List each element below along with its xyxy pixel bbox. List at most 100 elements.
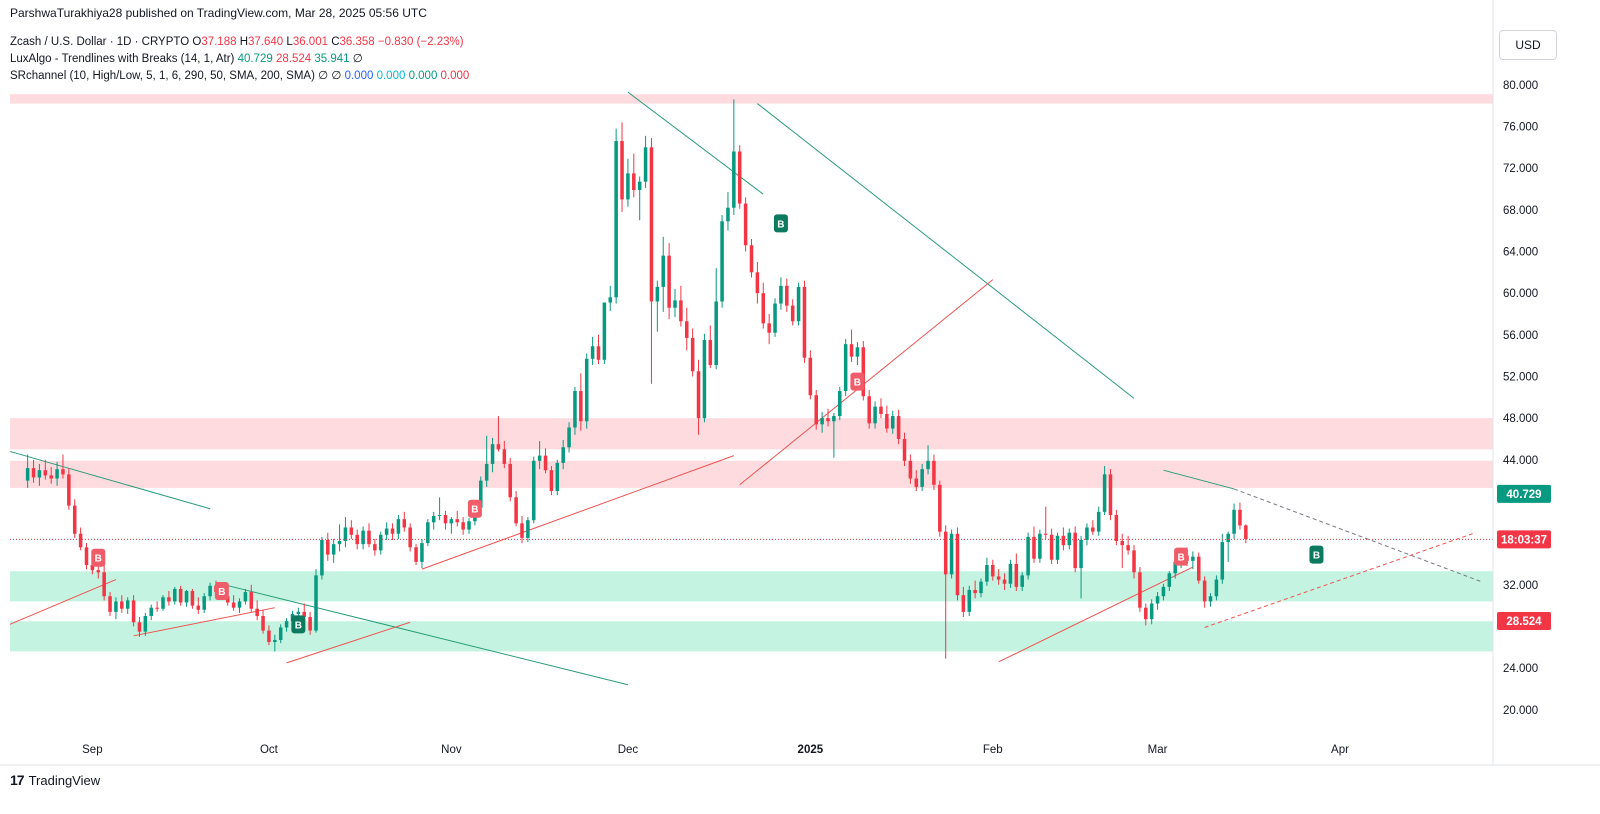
price-tick-label: 80.000 (1503, 80, 1538, 92)
candle (390, 523, 395, 540)
candle (1014, 553, 1019, 592)
price-tag-box (1497, 484, 1551, 503)
candle-body (1120, 541, 1125, 546)
candle-body (237, 601, 242, 608)
close-label: C (331, 36, 340, 48)
candle (1026, 532, 1030, 580)
candle-body (167, 597, 171, 602)
candle (796, 282, 801, 326)
time-axis[interactable]: Sep Oct Nov Dec 2025 Feb Mar Apr (0, 744, 1600, 766)
candle (461, 517, 465, 535)
candle (696, 359, 701, 435)
candle (890, 410, 895, 434)
candle (1055, 532, 1060, 564)
signal-sell: B (214, 582, 229, 601)
candle (838, 386, 842, 421)
candle (161, 595, 165, 611)
candle-body (808, 357, 813, 396)
candle-body (302, 611, 307, 618)
candle (632, 153, 636, 198)
candle-body (431, 516, 436, 523)
candle (1244, 524, 1248, 544)
candle (320, 536, 324, 580)
tradingview-brand[interactable]: 17 TradingView (10, 772, 100, 788)
candle-body (326, 539, 330, 555)
candle (1038, 529, 1042, 563)
signal-buy: B (1309, 545, 1324, 564)
candle (443, 510, 448, 530)
candle-body (1238, 509, 1242, 526)
candle-body (1161, 586, 1166, 597)
candle (979, 578, 983, 598)
candle (938, 480, 942, 537)
candle-body (461, 522, 465, 530)
candle-body (402, 519, 407, 528)
candle (537, 441, 542, 470)
trendline-0 (9, 450, 211, 510)
price-tick-label: 68.000 (1503, 205, 1538, 217)
candle-body (520, 523, 524, 538)
candle (1226, 531, 1230, 562)
candle-body (1138, 572, 1142, 608)
candle-body (1149, 603, 1154, 620)
candle (543, 448, 548, 474)
candle-body (1002, 579, 1007, 584)
indicator-srchannel-row[interactable]: SRchannel (10, High/Low, 5, 1, 6, 290, 5… (10, 68, 469, 85)
candle (155, 601, 159, 612)
candle (1202, 576, 1207, 608)
signal-badge (291, 615, 306, 634)
candle (626, 158, 630, 207)
price-axis[interactable]: 80.000 76.000 72.000 68.000 64.000 60.000 56.0… (1492, 0, 1538, 765)
candle-body (125, 600, 130, 609)
candle-body (920, 469, 924, 487)
candle (1002, 573, 1007, 590)
candle (261, 609, 265, 634)
symbol-row[interactable]: Zcash / U.S. Dollar · 1D · CRYPTO O37.18… (10, 34, 469, 51)
candle-body (1191, 556, 1195, 561)
candle (426, 519, 430, 547)
candle (790, 299, 795, 326)
candle-body (567, 427, 571, 448)
candle-body (938, 484, 942, 532)
candle (749, 238, 754, 278)
candle (708, 325, 713, 369)
candle (467, 518, 471, 534)
candle-body (796, 286, 801, 322)
candle-body (267, 630, 271, 643)
signal-badge (1174, 547, 1189, 566)
symbol-name[interactable]: Zcash / U.S. Dollar · 1D · CRYPTO (10, 36, 190, 48)
candles[interactable] (25, 99, 1248, 659)
candle (737, 145, 742, 209)
candle-body (484, 463, 489, 481)
signal-badge (91, 548, 106, 567)
candle (1149, 599, 1154, 625)
candle (1032, 526, 1036, 563)
candle (720, 215, 724, 308)
candle-body (1196, 556, 1201, 581)
candle-body (790, 305, 795, 322)
indicator-trendlines-name[interactable]: LuxAlgo - Trendlines with Breaks (14, 1,… (10, 53, 235, 65)
candle-body (284, 621, 289, 628)
candle (596, 334, 601, 364)
candle-body (1043, 533, 1048, 535)
candle (643, 135, 648, 188)
candle (1238, 502, 1242, 530)
change-value: −0.830 (−2.23%) (377, 36, 464, 48)
signal-sell: B (850, 372, 865, 391)
currency-button[interactable]: USD (1499, 30, 1557, 60)
candle (679, 285, 683, 327)
candle-body (732, 151, 736, 208)
indicator-srchannel-name[interactable]: SRchannel (10, High/Low, 5, 1, 6, 290, 5… (10, 70, 315, 82)
candle (1138, 567, 1142, 612)
candle (561, 439, 565, 470)
candle (431, 511, 436, 530)
price-tick-label: 44.000 (1503, 455, 1538, 467)
candle-body (973, 589, 977, 594)
candle-body (255, 608, 259, 617)
candle-body (437, 514, 442, 517)
signal-buy: B (773, 214, 788, 233)
candle-body (879, 406, 883, 414)
indicator-trendlines-row[interactable]: LuxAlgo - Trendlines with Breaks (14, 1,… (10, 51, 469, 68)
candle (608, 285, 613, 311)
